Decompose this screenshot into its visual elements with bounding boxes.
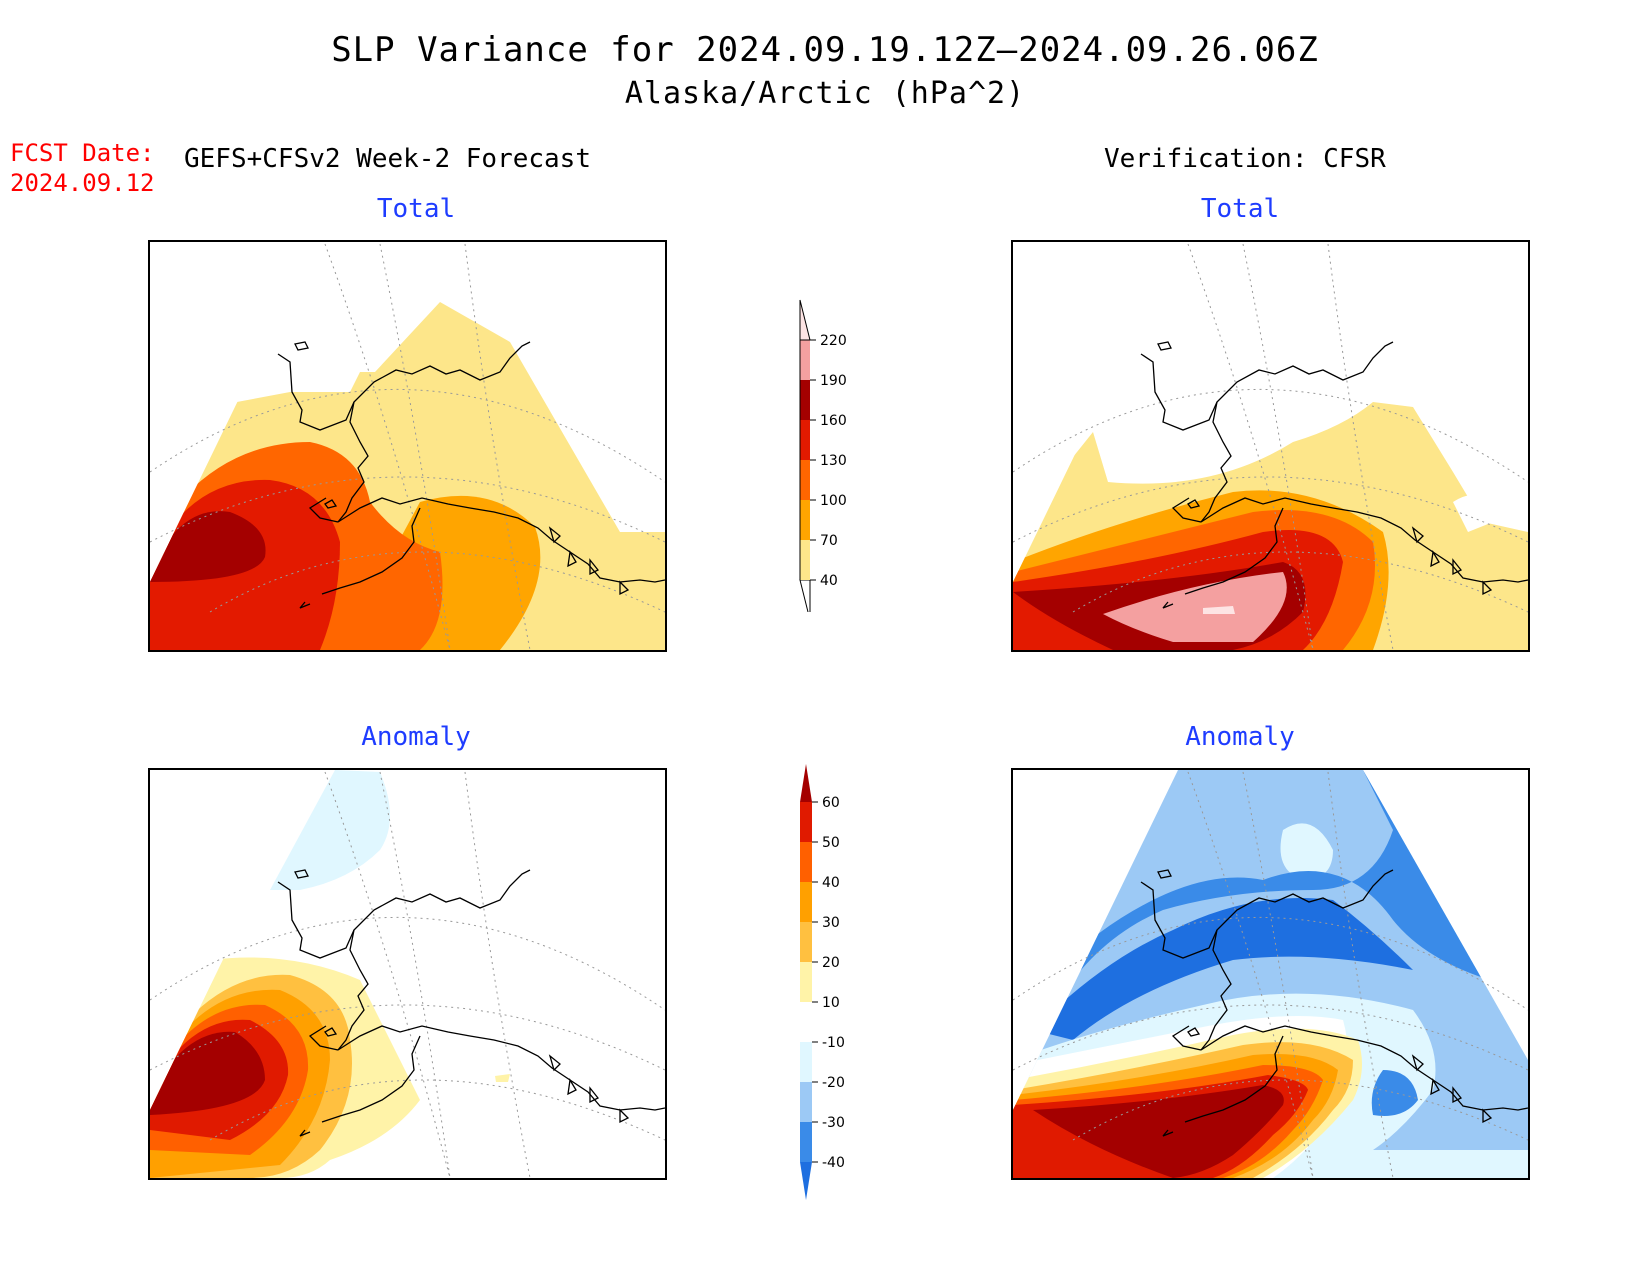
colorbar-box	[800, 1082, 812, 1122]
colorbar-upper-end	[799, 299, 811, 341]
colorbar-tick-label: 40	[820, 573, 838, 589]
colorbar-tick-label: 220	[820, 333, 847, 349]
shade-190-220	[1103, 572, 1287, 642]
colorbar-lower-end	[800, 1162, 812, 1200]
verif-anom-map	[1011, 768, 1530, 1180]
main-title: SLP Variance for 2024.09.19.12Z–2024.09.…	[331, 30, 1319, 70]
fcst-anom-map-svg	[150, 770, 665, 1178]
shade-minus30-spot	[1371, 1070, 1418, 1116]
verif-anom-map-svg	[1013, 770, 1528, 1178]
fcst-total-map-svg	[150, 243, 665, 650]
total-colorbar: 40 70 100 130 160 190 220	[799, 299, 847, 612]
colorbar-tick-label: -10	[822, 1035, 845, 1051]
colorbar-upper-end	[800, 764, 812, 802]
colorbar-tick-label: -40	[822, 1155, 845, 1171]
fcst-anom-map	[148, 768, 667, 1180]
verif-total-map	[1011, 240, 1530, 652]
shade-160-190	[150, 511, 266, 582]
colorbar-box	[800, 922, 812, 962]
verification-header: Verification: CFSR	[1104, 144, 1386, 174]
colorbar-box	[800, 802, 812, 842]
colorbar-box	[800, 540, 810, 580]
shade-minus10-minus20	[270, 770, 390, 890]
shade-60-plus	[1033, 1085, 1284, 1178]
shade-10-20-spot	[495, 1074, 510, 1082]
anomaly-colorbar: -40 -30 -20 -10 10 20 30 40 50 60	[800, 764, 845, 1200]
colorbar-tick-label: 60	[822, 795, 840, 811]
fcst-date: FCST Date: 2024.09.12	[10, 138, 155, 198]
fcst-total-label: Total	[376, 194, 456, 224]
colorbar-box	[800, 1042, 812, 1082]
verif-total-label: Total	[1200, 194, 1280, 224]
colorbar-tick-label: 30	[822, 915, 840, 931]
colorbar-tick-label: 130	[820, 453, 847, 469]
colorbar-tick-label: -20	[822, 1075, 845, 1091]
fcst-total-map	[148, 240, 667, 652]
colorbar-box	[800, 380, 810, 420]
colorbar-box	[800, 500, 810, 540]
colorbar-tick-label: -30	[822, 1115, 845, 1131]
colorbar-tick-label: 20	[822, 955, 840, 971]
verif-anom-label: Anomaly	[1185, 722, 1295, 752]
colorbar-box	[800, 1002, 812, 1042]
colorbar-lower-end	[799, 579, 811, 612]
shade-60-plus	[150, 1031, 265, 1115]
shade-minus10-minus20-a	[1280, 823, 1333, 880]
colorbar-tick-label: 10	[822, 995, 840, 1011]
shade-220-plus	[1203, 606, 1235, 614]
colorbar-tick-label: 160	[820, 413, 847, 429]
forecast-header: GEFS+CFSv2 Week-2 Forecast	[184, 144, 591, 174]
colorbar-box	[800, 962, 812, 1002]
colorbar-box	[800, 1122, 812, 1162]
colorbar-tick-label: 100	[820, 493, 847, 509]
colorbar-box	[800, 340, 810, 380]
colorbar-tick-label: 190	[820, 373, 847, 389]
fcst-date-value: 2024.09.12	[10, 169, 155, 197]
colorbar-tick-label: 70	[820, 533, 838, 549]
main-subtitle: Alaska/Arctic (hPa^2)	[624, 76, 1026, 111]
shade-minus40-plus	[1033, 898, 1413, 1040]
verif-total-map-svg	[1013, 243, 1528, 650]
fcst-anom-label: Anomaly	[361, 722, 471, 752]
colorbar-box	[800, 842, 812, 882]
fcst-date-label: FCST Date:	[10, 139, 155, 167]
colorbar-tick-label: 40	[822, 875, 840, 891]
colorbar-tick-label: 50	[822, 835, 840, 851]
colorbar-box	[800, 460, 810, 500]
colorbar-box	[800, 420, 810, 460]
colorbar-box	[800, 882, 812, 922]
shade-below-40	[1453, 495, 1493, 532]
